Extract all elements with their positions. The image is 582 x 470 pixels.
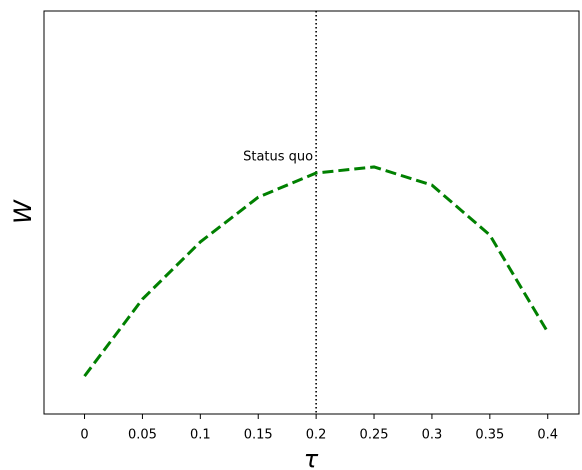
x-axis-title: τ xyxy=(304,445,319,470)
x-tick-label: 0.3 xyxy=(422,428,443,443)
annotation: Status quo xyxy=(243,150,313,165)
y-axis-title: W xyxy=(9,199,37,224)
plot-frame xyxy=(43,10,580,415)
data-line xyxy=(83,165,550,378)
x-tick-label: 0.35 xyxy=(475,428,504,443)
x-tick-label: 0.15 xyxy=(244,428,273,443)
x-tick-label: 0.4 xyxy=(537,428,558,443)
x-tick-label: 0.1 xyxy=(190,428,211,443)
x-tick-label: 0.2 xyxy=(306,428,327,443)
x-tick-label: 0 xyxy=(80,428,88,443)
x-tick-label: 0.25 xyxy=(360,428,389,443)
x-tick-label: 0.05 xyxy=(128,428,157,443)
